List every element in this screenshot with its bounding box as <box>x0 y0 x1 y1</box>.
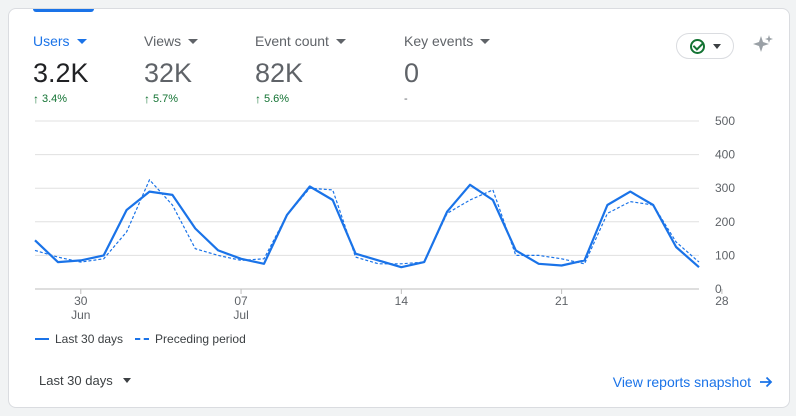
metric-event-count-label[interactable]: Event count <box>255 31 346 51</box>
legend-label: Preceding period <box>155 332 246 346</box>
metric-value: 82K <box>255 58 304 88</box>
legend-label: Last 30 days <box>55 332 124 346</box>
metric-users[interactable]: Users 3.2K ↑ 3.4% <box>33 31 89 106</box>
arrow-up-icon: ↑ <box>255 92 261 106</box>
metric-change-text: - <box>404 93 408 105</box>
metric-change: - <box>404 92 490 106</box>
caret-down-icon <box>188 38 199 44</box>
metric-event-count[interactable]: Event count 82K ↑ 5.6% <box>255 31 346 106</box>
metric-change-text: 3.4% <box>42 93 68 105</box>
metric-label-text: Views <box>144 33 182 49</box>
series-line-preceding-period <box>34 179 700 265</box>
metric-views-label[interactable]: Views <box>144 31 199 51</box>
x-tick-sublabel: Jul <box>233 308 248 322</box>
check-circle-icon <box>689 38 705 54</box>
legend-item-previous: Preceding period <box>135 332 246 346</box>
metric-change: ↑ 5.6% <box>255 92 346 106</box>
arrow-up-icon: ↑ <box>144 92 150 106</box>
y-tick-label: 400 <box>715 148 735 162</box>
metric-views[interactable]: Views 32K ↑ 5.7% <box>144 31 199 106</box>
x-tick-sublabel: Jun <box>71 308 90 322</box>
arrow-up-icon: ↑ <box>33 92 39 106</box>
y-tick-label: 200 <box>715 215 735 229</box>
arrow-right-icon <box>760 376 773 388</box>
solid-line-icon <box>35 338 49 340</box>
metric-label-text: Event count <box>255 33 329 49</box>
legend-item-current: Last 30 days <box>35 332 123 346</box>
metric-change-text: 5.6% <box>264 93 290 105</box>
y-tick-label: 500 <box>715 114 735 128</box>
metric-users-label[interactable]: Users <box>33 31 89 51</box>
y-tick-label: 0 <box>715 282 722 296</box>
x-tick-label: 28 <box>715 294 729 308</box>
metric-label-text: Key events <box>404 33 474 49</box>
x-tick-label: 21 <box>555 294 569 308</box>
date-range-dropdown[interactable]: Last 30 days <box>39 373 131 388</box>
x-tick-label: 07 <box>234 294 248 308</box>
dashed-line-icon <box>135 338 150 340</box>
sparkle-icon <box>753 35 773 52</box>
metric-change-text: 5.7% <box>153 93 179 105</box>
series-line-last-30-days <box>34 183 700 269</box>
x-tick-label: 14 <box>395 294 409 308</box>
view-reports-link[interactable]: View reports snapshot <box>613 374 773 390</box>
status-dropdown[interactable] <box>676 33 734 59</box>
metric-value: 32K <box>144 58 193 88</box>
caret-down-icon <box>712 43 721 49</box>
metric-label-text: Users <box>33 33 70 49</box>
metric-value: 3.2K <box>33 58 89 88</box>
metric-change: ↑ 3.4% <box>33 92 89 106</box>
overview-card: Users 3.2K ↑ 3.4% Views 32K ↑ 5.7% Event… <box>8 8 790 408</box>
view-reports-label: View reports snapshot <box>612 374 751 390</box>
metric-key-events[interactable]: Key events 0 - <box>404 31 491 106</box>
chart-legend: Last 30 days Preceding period <box>35 332 258 346</box>
sparkle-button[interactable] <box>751 33 775 57</box>
caret-down-icon <box>480 38 491 44</box>
y-tick-label: 100 <box>715 248 735 262</box>
active-tab-indicator <box>33 9 94 12</box>
date-range-label: Last 30 days <box>39 373 113 388</box>
x-tick-label: 30 <box>74 294 88 308</box>
caret-down-icon <box>122 378 131 383</box>
metric-value: 0 <box>404 58 420 88</box>
metric-change: ↑ 5.7% <box>144 92 198 106</box>
caret-down-icon <box>76 38 87 44</box>
metric-key-events-label[interactable]: Key events <box>404 31 491 51</box>
y-tick-label: 300 <box>715 181 735 195</box>
caret-down-icon <box>335 38 346 44</box>
